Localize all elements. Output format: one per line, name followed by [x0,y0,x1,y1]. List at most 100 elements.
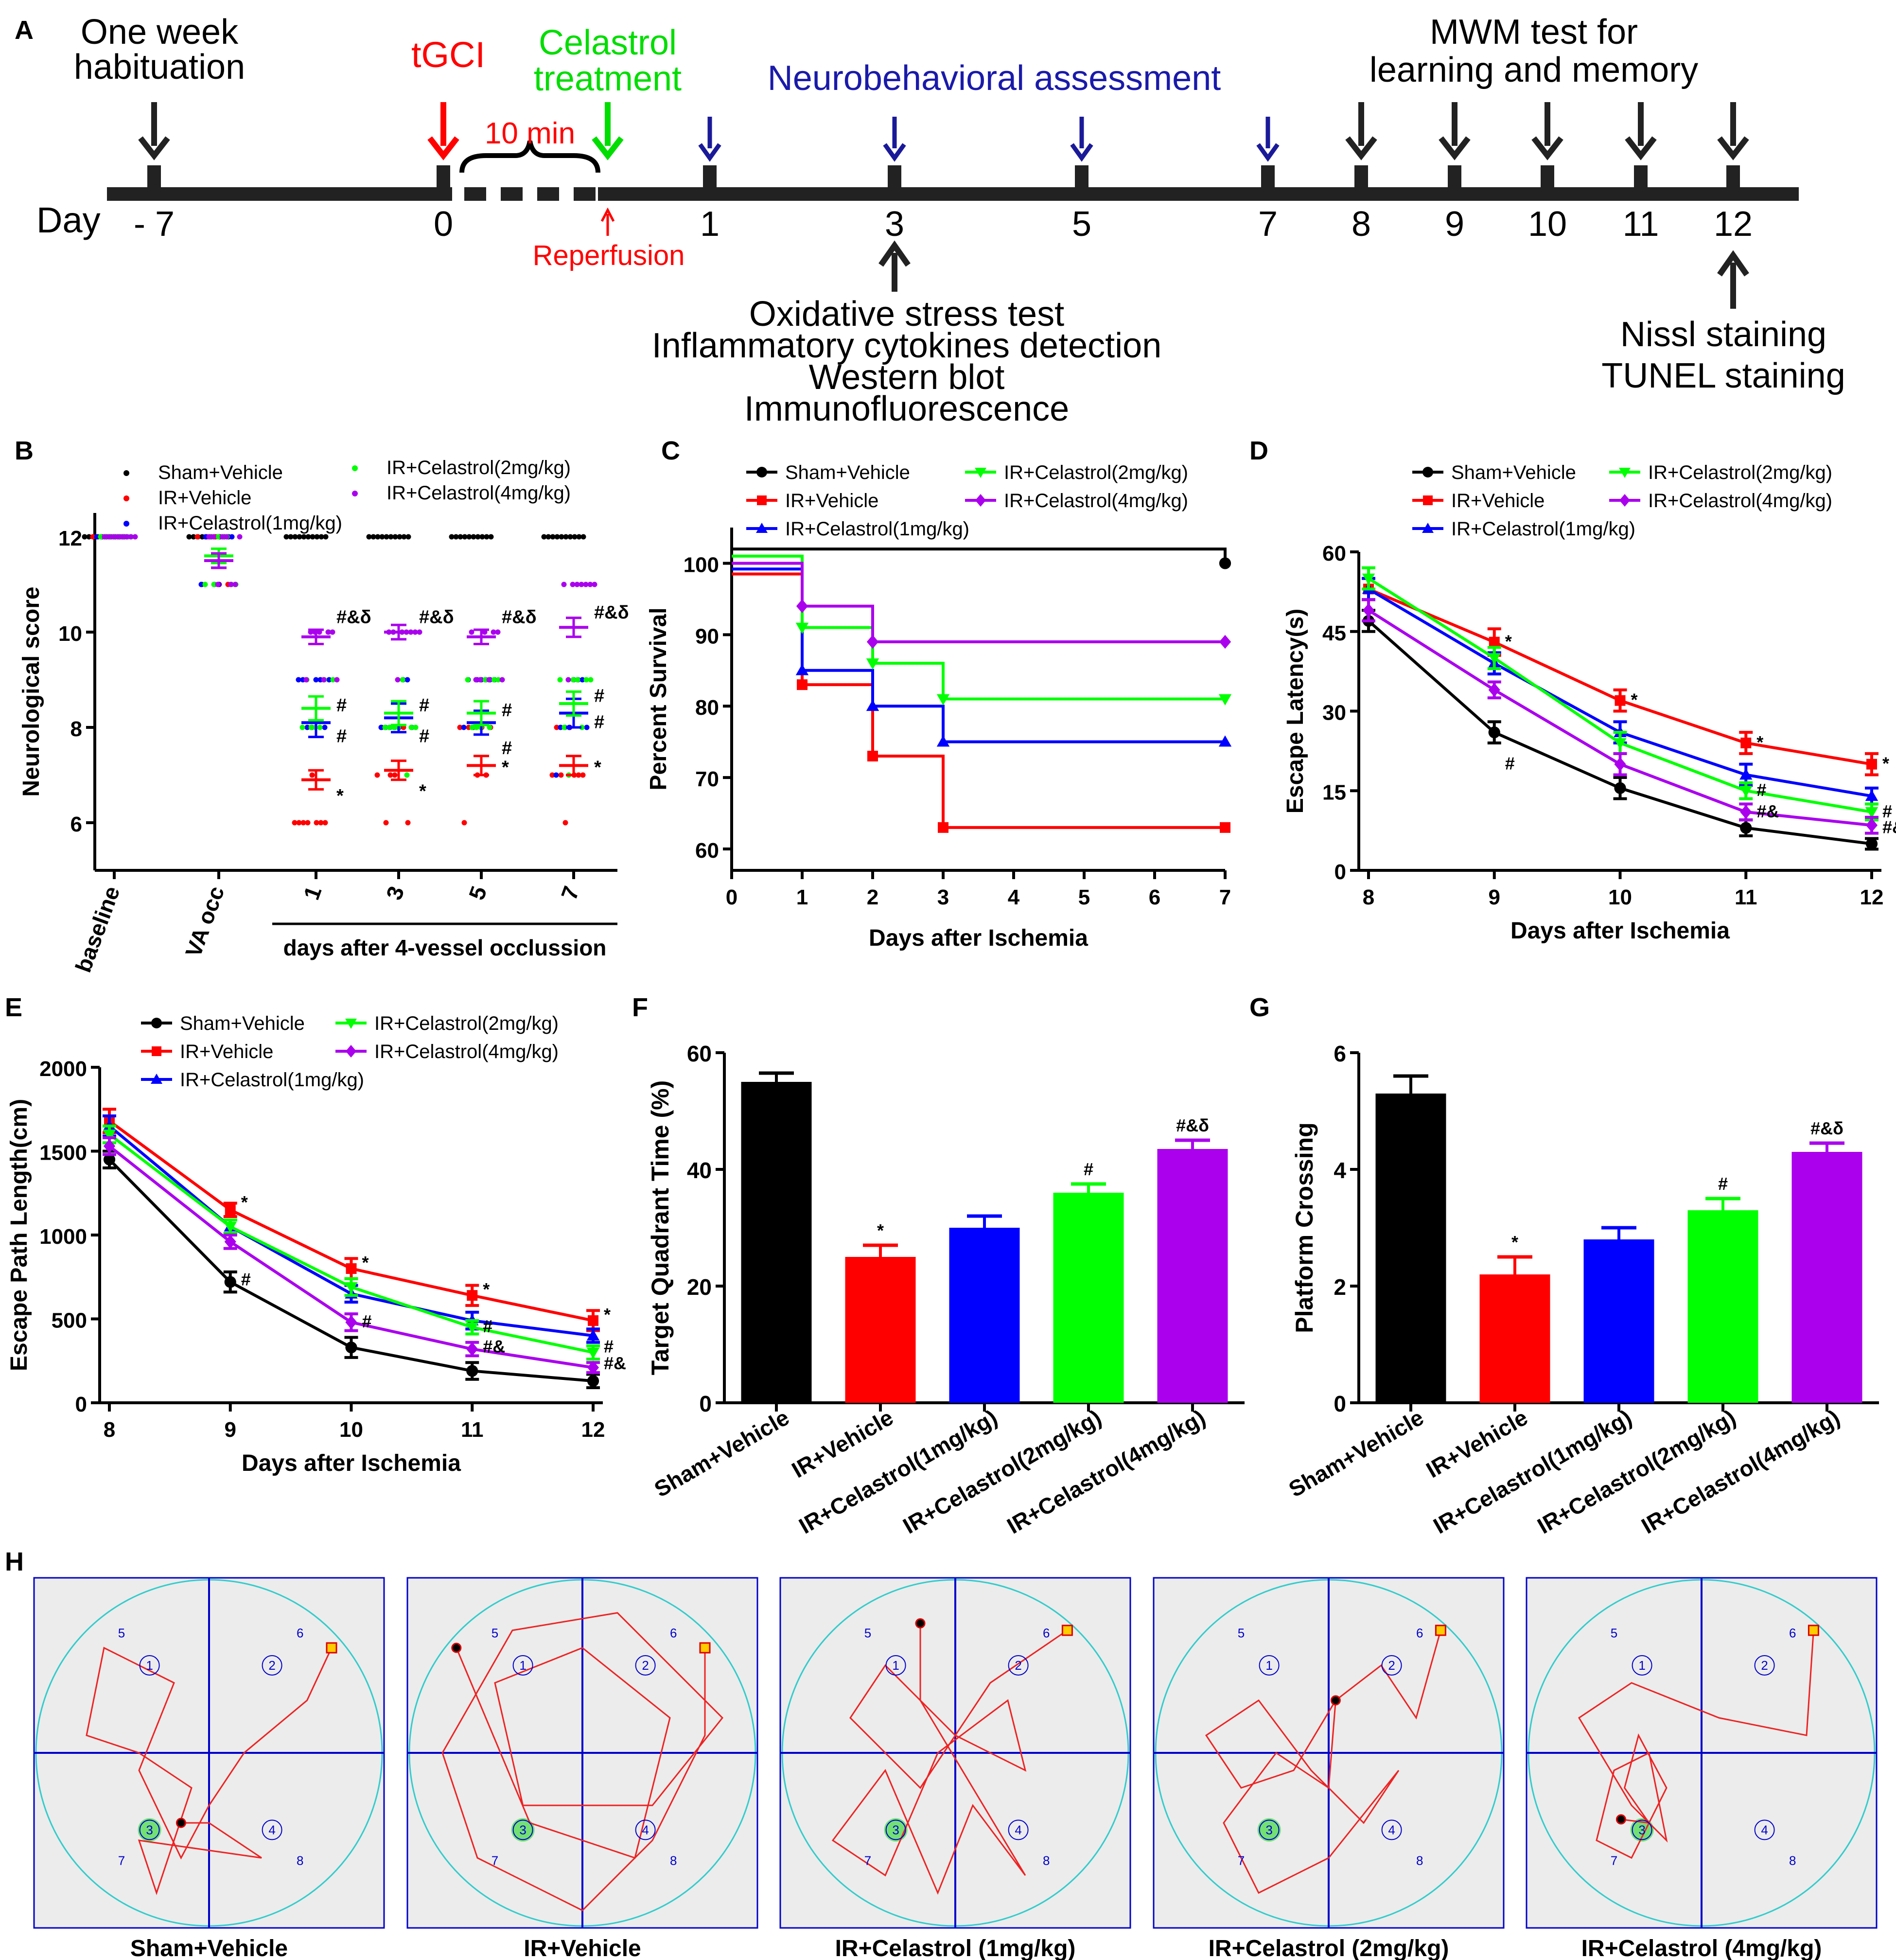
score-dot [461,724,467,730]
survival-marker [936,735,950,747]
score-dot [232,582,238,587]
score-dot [457,534,463,540]
arrow-head [883,143,906,162]
reperfusion-arrow-head [600,207,615,222]
y-axis-label: Escape Latency(s) [1282,609,1308,814]
legend-marker [975,494,986,507]
significance-label: #&δ [336,607,371,628]
score-dot [229,534,235,540]
x-tick-label: IR+Celastrol(4mg/kg) [1002,1405,1210,1539]
quadrant-number: 4 [1761,1822,1768,1837]
significance-label: * [419,781,426,801]
score-dot [314,820,319,826]
score-dot [562,724,567,730]
y-tick-label: 70 [695,767,719,791]
data-point [1739,786,1753,797]
significance-label: #&δ [419,607,454,628]
arrow-head [1345,136,1377,160]
significance-label: #&δ [1176,1115,1209,1135]
score-dot [401,534,407,540]
legend-label: Sham+Vehicle [785,462,910,483]
quadrant-circle [1008,1655,1029,1676]
survival-chart: 60 70 80 90 100 Percent Survival 0 1 2 3 4 5 6 7 Days … [646,462,1232,951]
score-dot [301,534,307,540]
survival-marker [1218,735,1232,747]
quadrant-number: 2 [1388,1658,1395,1673]
arrow-head [427,136,459,160]
bar [949,1228,1020,1403]
significance-label: * [1756,732,1763,752]
day3-test-3: Western blot [809,358,1005,397]
score-dot [549,772,555,778]
legend-marker [1423,495,1433,505]
score-dot [575,677,580,683]
score-dot [392,534,398,540]
data-point [466,1365,478,1377]
zone-number: 7 [1238,1853,1245,1868]
score-dot [305,534,311,540]
score-dot [486,677,492,683]
day-number: 5 [1072,205,1091,244]
neurobehavioral-label: Neurobehavioral assessment [768,59,1221,98]
end-marker [1615,1814,1626,1825]
legend-marker [352,491,358,496]
zone-number: 6 [670,1625,677,1640]
quadrant-circle [1754,1819,1775,1840]
y-tick-label: 80 [695,696,719,720]
legend-marker [345,1019,357,1029]
quadrant-number: 2 [642,1658,649,1673]
score-dot [132,534,138,540]
significance-label: # [1882,801,1892,821]
score-dot [579,582,584,587]
quadrant-number: 3 [519,1822,526,1837]
y-tick-label: 60 [687,1041,712,1066]
y-tick-label: 4 [1334,1158,1346,1183]
start-marker [1808,1625,1819,1636]
score-dot [559,534,564,540]
score-dot [215,582,221,587]
y-tick-label: 6 [70,812,82,836]
mwm-label-2: learning and memory [1369,51,1698,89]
x-tick-label: IR+Celastrol(1mg/kg) [1429,1405,1636,1539]
score-dot [106,534,112,540]
data-point [1614,782,1626,794]
significance-label: # [241,1270,251,1289]
survival-marker [938,822,948,833]
score-dot [330,677,336,683]
zone-number: 8 [1043,1853,1050,1868]
x-tick-label: baseline [70,883,125,976]
score-dot [110,534,116,540]
x-tick-label: 4 [1008,885,1020,909]
y-tick-label: 100 [684,553,719,577]
day3-test-4: Immunofluorescence [744,389,1069,428]
survival-marker [1219,635,1231,649]
score-dot [584,724,590,730]
bar [1053,1193,1124,1403]
quadrant-circle [512,1819,533,1840]
data-point [1739,768,1753,780]
score-dot [397,534,403,540]
score-dot [94,534,100,540]
y-tick-label: 60 [695,839,719,863]
day-number: 10 [1528,205,1567,244]
bar [1687,1210,1758,1403]
zone-number: 5 [492,1625,498,1640]
score-dot [283,534,289,540]
score-dot [588,677,594,683]
score-dot [565,677,571,683]
score-dot [405,820,411,826]
score-dot [558,772,564,778]
score-dot [488,534,494,540]
x-tick-label: Sham+Vehicle [650,1405,793,1502]
x-tick-label: 7 [1219,885,1231,909]
y-axis-label: Neurological score [18,586,44,796]
legend-marker [123,521,129,527]
score-dot [191,534,196,540]
score-dot [297,534,302,540]
legend-label: IR+Celastrol(2mg/kg) [1648,462,1832,483]
score-dot [228,582,234,587]
quadrant-number: 2 [268,1658,275,1673]
data-point [586,1329,600,1341]
score-dot [404,772,410,778]
